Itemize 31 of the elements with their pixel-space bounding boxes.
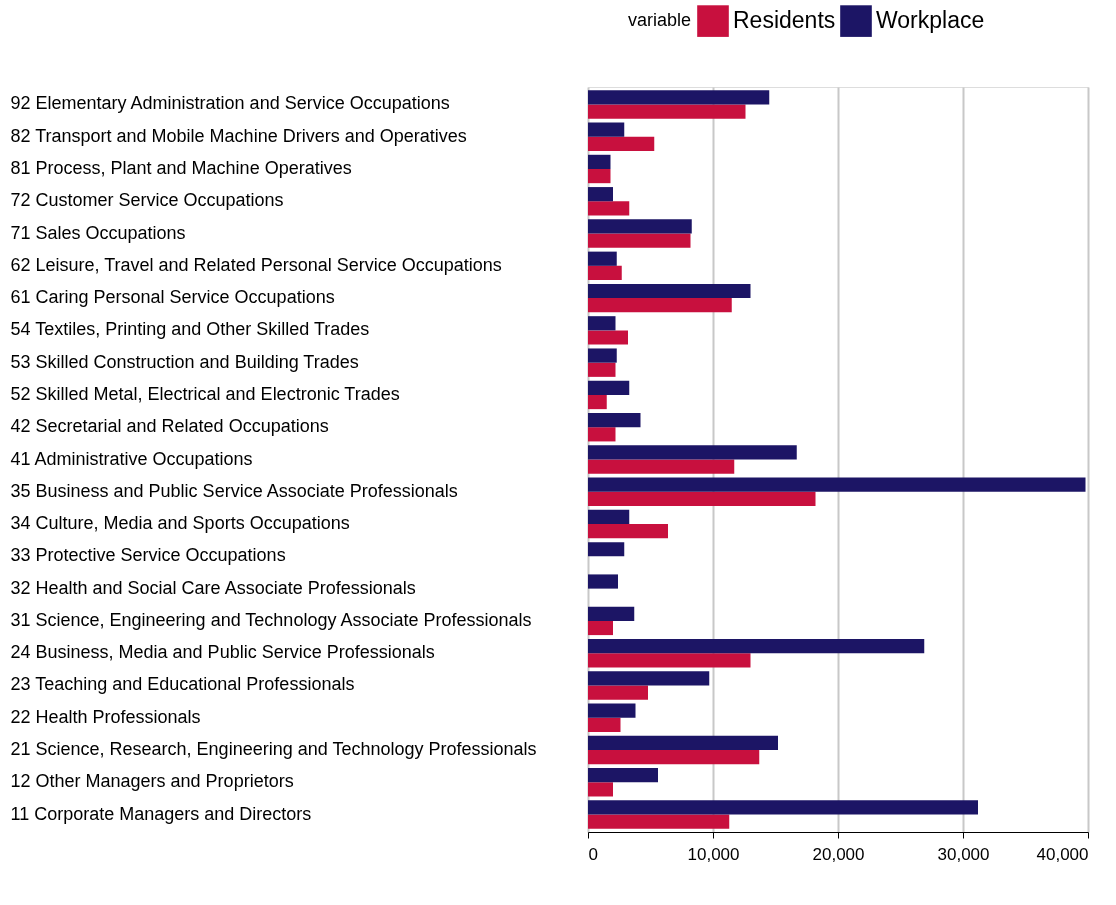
x-tick-label: 0 (588, 844, 598, 864)
y-tick-label: 34 Culture, Media and Sports Occupations (10, 513, 350, 534)
y-tick-label: 33 Protective Service Occupations (10, 545, 286, 566)
legend-label: Residents (733, 7, 836, 34)
y-tick-label: 12 Other Managers and Proprietors (10, 771, 294, 792)
y-tick-label: 35 Business and Public Service Associate Professionals (10, 480, 458, 501)
y-tick-label: 31 Science, Engineering and Technology Associate Professionals (10, 609, 532, 630)
legend-title: variable (628, 10, 692, 30)
y-tick-label: 81 Process, Plant and Machine Operatives (10, 157, 352, 178)
y-tick-label: 71 Sales Occupations (10, 222, 186, 243)
y-tick-label: 23 Teaching and Educational Professionals (10, 674, 355, 695)
y-tick-label: 61 Caring Personal Service Occupations (10, 287, 335, 308)
y-tick-label: 11 Corporate Managers and Directors (10, 803, 312, 824)
x-tick-label: 40,000 (1036, 844, 1089, 864)
y-tick-label: 82 Transport and Mobile Machine Drivers and Operatives (10, 125, 467, 146)
legend-label: Workplace (876, 7, 985, 34)
y-tick-label: 52 Skilled Metal, Electrical and Electronic Trades (10, 383, 400, 404)
x-tick-label: 10,000 (687, 844, 740, 864)
y-tick-label: 62 Leisure, Travel and Related Personal Service Occupations (10, 254, 502, 275)
y-tick-label: 72 Customer Service Occupations (10, 190, 284, 211)
y-tick-label: 24 Business, Media and Public Service Professionals (10, 642, 435, 663)
y-tick-label: 92 Elementary Administration and Service Occupations (10, 93, 450, 114)
y-tick-label: 42 Secretarial and Related Occupations (10, 416, 329, 437)
y-tick-label: 53 Skilled Construction and Building Trades (10, 351, 359, 372)
y-tick-label: 54 Textiles, Printing and Other Skilled Trades (10, 319, 370, 340)
x-tick-label: 30,000 (937, 844, 990, 864)
x-tick-label: 20,000 (812, 844, 865, 864)
y-tick-label: 21 Science, Research, Engineering and Technology Professionals (10, 739, 537, 760)
y-tick-label: 41 Administrative Occupations (10, 448, 253, 469)
y-tick-label: 22 Health Professionals (10, 706, 201, 727)
y-tick-label: 32 Health and Social Care Associate Professionals (10, 577, 416, 598)
